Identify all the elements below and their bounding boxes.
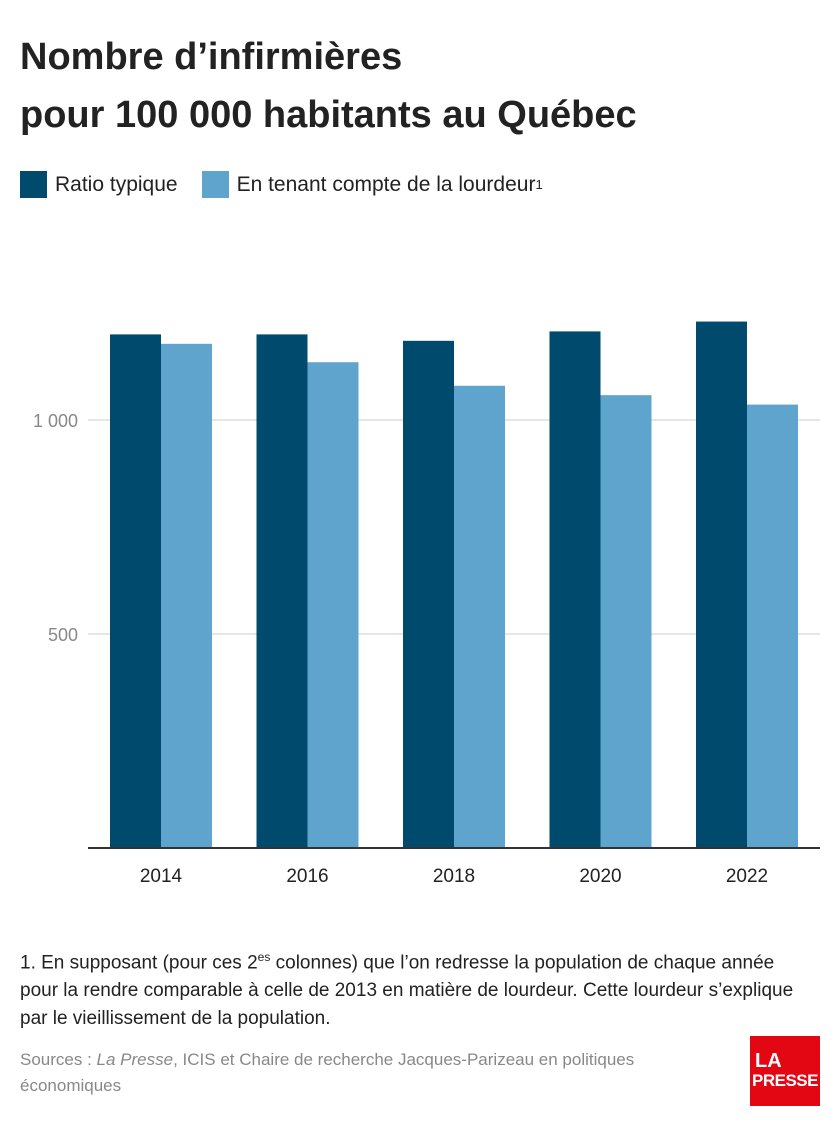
bar-ratio-typique-2020 — [549, 331, 601, 848]
footnote-superscript: es — [257, 950, 271, 964]
la-presse-logo: LA PRESSE — [750, 1036, 820, 1106]
x-tick-label-2020: 2020 — [579, 866, 621, 887]
footnote-text-start: 1. En supposant (pour ces 2 — [20, 952, 258, 974]
bar-ratio-typique-2016 — [256, 334, 308, 848]
legend-footnote-marker: 1 — [535, 177, 543, 192]
logo-line-2: PRESSE — [752, 1071, 818, 1090]
legend-label-lourdeur: En tenant compte de la lourdeur — [236, 172, 536, 196]
x-tick-label-2016: 2016 — [286, 866, 328, 887]
bar-lourdeur-2016 — [307, 362, 359, 848]
bar-chart: 500 1 000 2014 2016 2018 2020 2022 — [33, 321, 820, 887]
footnote: 1. En supposant (pour ces 2es colonnes) … — [20, 943, 810, 1033]
x-tick-label-2022: 2022 — [726, 866, 768, 887]
bar-lourdeur-2022 — [747, 404, 798, 848]
logo-line-1: LA — [755, 1050, 782, 1072]
bar-lourdeur-2014 — [161, 343, 212, 848]
y-tick-label-1000: 1 000 — [33, 411, 78, 431]
sources-prefix: Sources : — [20, 1050, 97, 1069]
bar-ratio-typique-2014 — [110, 334, 161, 848]
title-line-1: Nombre d’infirmières — [20, 36, 403, 78]
legend: Ratio typique En tenant compte de la lou… — [20, 171, 567, 198]
bar-ratio-typique-2022 — [696, 321, 747, 848]
x-tick-label-2018: 2018 — [433, 866, 475, 887]
x-tick-label-2014: 2014 — [140, 866, 183, 887]
y-tick-label-500: 500 — [48, 625, 78, 645]
legend-swatch-ratio — [20, 171, 47, 198]
legend-item-ratio: Ratio typique — [20, 171, 178, 198]
sources-la-presse: La Presse — [96, 1050, 174, 1069]
bar-lourdeur-2020 — [600, 395, 652, 848]
sources: Sources : La Presse, ICIS et Chaire de r… — [20, 1047, 720, 1099]
title-line-2: pour 100 000 habitants au Québec — [20, 94, 637, 136]
footnote-text-end: colonnes) que l’on redresse la populatio… — [20, 952, 794, 1030]
legend-label-ratio: Ratio typique — [55, 172, 178, 196]
legend-swatch-lourdeur — [201, 171, 229, 198]
chart-title: Nombre d’infirmières pour 100 000 habita… — [20, 28, 820, 144]
legend-item-lourdeur: En tenant compte de la lourdeur 1 — [201, 171, 543, 198]
sources-rest: , ICIS et Chaire de recherche Jacques-Pa… — [20, 1050, 635, 1095]
bar-lourdeur-2018 — [454, 385, 505, 848]
bar-ratio-typique-2018 — [403, 340, 454, 848]
